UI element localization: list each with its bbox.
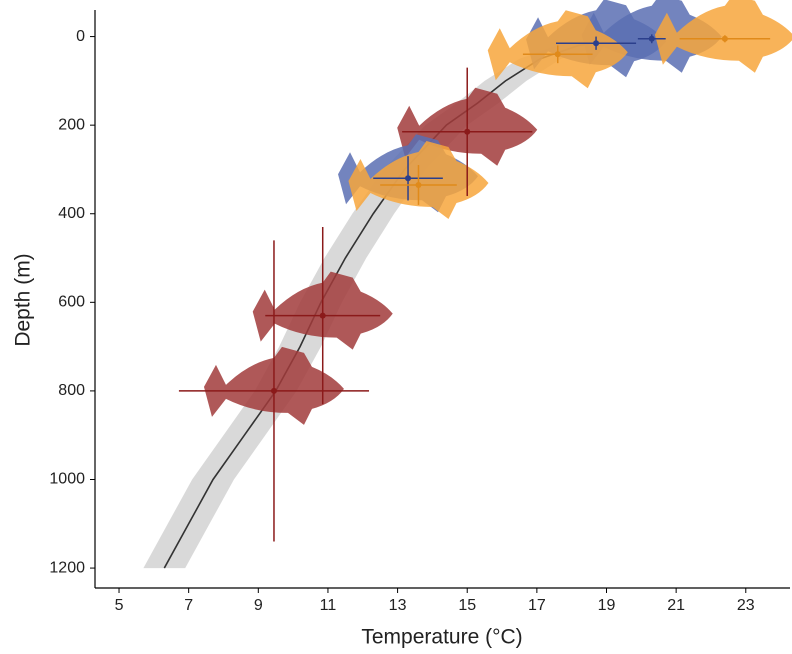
x-tick-label: 23 <box>737 597 755 614</box>
x-tick-label: 13 <box>389 597 407 614</box>
point <box>405 175 412 182</box>
point <box>270 387 277 394</box>
y-tick-label: 800 <box>58 382 85 399</box>
x-tick-label: 5 <box>115 597 124 614</box>
point <box>464 128 471 135</box>
y-tick-label: 1200 <box>49 559 85 576</box>
y-tick-label: 400 <box>58 205 85 222</box>
y-axis-title: Depth (m) <box>12 253 35 346</box>
x-tick-label: 17 <box>528 597 546 614</box>
y-tick-label: 600 <box>58 294 85 311</box>
y-tick-label: 1000 <box>49 471 85 488</box>
x-axis-title: Temperature (°C) <box>361 626 522 649</box>
x-tick-label: 15 <box>458 597 476 614</box>
point <box>319 312 326 319</box>
x-tick-label: 9 <box>254 597 263 614</box>
x-tick-label: 19 <box>598 597 616 614</box>
x-tick-label: 11 <box>320 597 337 614</box>
y-tick-label: 0 <box>76 28 85 45</box>
x-tick-label: 21 <box>667 597 685 614</box>
y-tick-label: 200 <box>58 116 85 133</box>
point <box>415 181 422 188</box>
profile-band <box>143 41 628 569</box>
point <box>554 51 561 58</box>
point <box>648 35 655 42</box>
point <box>593 40 600 47</box>
x-tick-label: 7 <box>184 597 193 614</box>
point <box>721 35 728 42</box>
profile-line <box>163 40 607 569</box>
